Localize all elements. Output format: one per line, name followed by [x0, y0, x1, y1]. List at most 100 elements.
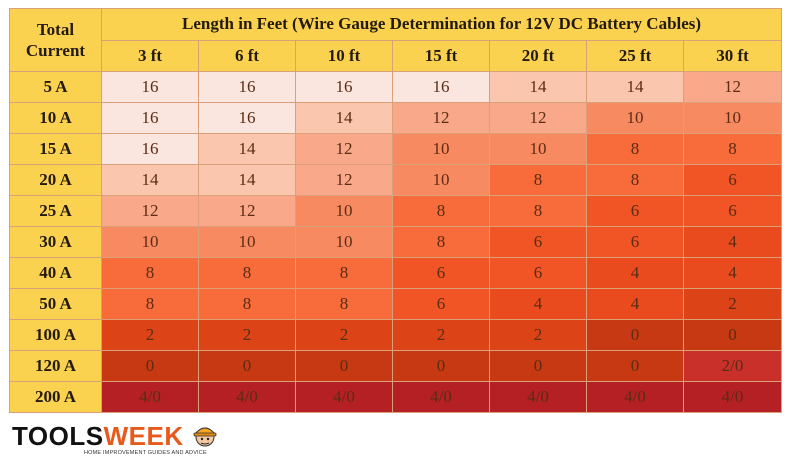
gauge-cell: 12	[101, 195, 199, 227]
logo-tagline: HOME IMPROVEMENT GUIDES AND ADVICE	[84, 450, 207, 456]
current-label-cell: 50 A	[9, 288, 102, 320]
gauge-cell: 4	[586, 288, 684, 320]
gauge-cell: 8	[586, 133, 684, 165]
gauge-cell: 6	[489, 257, 587, 289]
table-row: 10 A 16 16 14 12 12 10 10	[9, 102, 783, 134]
gauge-cell: 0	[682, 319, 783, 351]
gauge-cell: 12	[682, 71, 783, 103]
worker-mascot-icon	[193, 427, 217, 447]
table-row: 5 A 16 16 16 16 14 14 12	[9, 71, 783, 103]
gauge-cell: 6	[586, 195, 684, 227]
gauge-cell: 4	[586, 257, 684, 289]
gauge-cell: 16	[101, 133, 199, 165]
gauge-cell: 8	[198, 288, 296, 320]
gauge-cell: 6	[586, 226, 684, 258]
gauge-cell: 10	[295, 195, 393, 227]
table-row: 120 A 0 0 0 0 0 0 2/0	[9, 350, 783, 382]
gauge-cell: 16	[101, 102, 199, 134]
gauge-cell: 4/0	[489, 381, 587, 413]
gauge-cell: 10	[489, 133, 587, 165]
gauge-cell: 4/0	[586, 381, 684, 413]
gauge-cell: 6	[682, 164, 783, 196]
logo-text-tools: TOOLS	[12, 421, 104, 451]
gauge-cell: 14	[586, 71, 684, 103]
length-header-cell: 10 ft	[295, 39, 393, 72]
gauge-cell: 2	[101, 319, 199, 351]
gauge-cell: 8	[198, 257, 296, 289]
current-label-cell: 120 A	[9, 350, 102, 382]
gauge-cell: 4/0	[101, 381, 199, 413]
gauge-cell: 12	[489, 102, 587, 134]
gauge-cell: 14	[489, 71, 587, 103]
gauge-cell: 10	[586, 102, 684, 134]
gauge-cell: 0	[489, 350, 587, 382]
gauge-cell: 8	[489, 164, 587, 196]
gauge-cell: 8	[682, 133, 783, 165]
gauge-cell: 14	[295, 102, 393, 134]
gauge-cell: 16	[101, 71, 199, 103]
toolsweek-logo: TOOLSWEEK HOME IMPROVEMENT GUIDES AND AD…	[12, 420, 217, 460]
length-header-cell: 15 ft	[392, 39, 490, 72]
current-label-cell: 20 A	[9, 164, 102, 196]
current-label-cell: 10 A	[9, 102, 102, 134]
length-title-header: Length in Feet (Wire Gauge Determination…	[100, 8, 783, 41]
gauge-cell: 2	[295, 319, 393, 351]
length-header-cell: 20 ft	[489, 39, 587, 72]
gauge-cell: 14	[198, 133, 296, 165]
gauge-cell: 16	[392, 71, 490, 103]
table-row: 20 A 14 14 12 10 8 8 6	[9, 164, 783, 196]
gauge-cell: 8	[392, 226, 490, 258]
gauge-cell: 4	[682, 226, 783, 258]
gauge-cell: 2	[198, 319, 296, 351]
table-row: 30 A 10 10 10 8 6 6 4	[9, 226, 783, 258]
gauge-cell: 2/0	[682, 350, 783, 382]
gauge-cell: 4	[682, 257, 783, 289]
gauge-cell: 4	[489, 288, 587, 320]
logo-wordmark: TOOLSWEEK	[12, 422, 184, 450]
gauge-cell: 4/0	[295, 381, 393, 413]
gauge-cell: 16	[198, 71, 296, 103]
current-label-cell: 40 A	[9, 257, 102, 289]
gauge-cell: 0	[586, 319, 684, 351]
gauge-cell: 8	[101, 288, 199, 320]
gauge-cell: 8	[586, 164, 684, 196]
length-header-cell: 25 ft	[586, 39, 684, 72]
gauge-cell: 2	[682, 288, 783, 320]
current-label-cell: 25 A	[9, 195, 102, 227]
wire-gauge-table: Total Current Length in Feet (Wire Gauge…	[9, 8, 783, 413]
total-current-header-line2: Current	[25, 41, 86, 60]
gauge-cell: 4/0	[682, 381, 783, 413]
current-label-cell: 15 A	[9, 133, 102, 165]
gauge-cell: 0	[586, 350, 684, 382]
gauge-cell: 10	[295, 226, 393, 258]
current-label-cell: 30 A	[9, 226, 102, 258]
gauge-cell: 4/0	[198, 381, 296, 413]
gauge-cell: 8	[295, 257, 393, 289]
gauge-cell: 6	[392, 257, 490, 289]
length-header-cell: 6 ft	[198, 39, 296, 72]
wire-gauge-table-container: Total Current Length in Feet (Wire Gauge…	[9, 8, 783, 413]
gauge-cell: 16	[198, 102, 296, 134]
gauge-cell: 4/0	[392, 381, 490, 413]
gauge-cell: 0	[101, 350, 199, 382]
current-label-cell: 100 A	[9, 319, 102, 351]
gauge-cell: 6	[682, 195, 783, 227]
table-row: 15 A 16 14 12 10 10 8 8	[9, 133, 783, 165]
gauge-cell: 14	[198, 164, 296, 196]
gauge-cell: 12	[198, 195, 296, 227]
gauge-cell: 0	[295, 350, 393, 382]
gauge-cell: 10	[392, 164, 490, 196]
total-current-header-line1: Total	[36, 20, 75, 39]
current-label-cell: 5 A	[9, 71, 102, 103]
gauge-cell: 0	[392, 350, 490, 382]
gauge-cell: 8	[295, 288, 393, 320]
gauge-cell: 12	[295, 164, 393, 196]
gauge-cell: 10	[101, 226, 199, 258]
gauge-cell: 10	[682, 102, 783, 134]
gauge-cell: 8	[489, 195, 587, 227]
gauge-cell: 12	[392, 102, 490, 134]
